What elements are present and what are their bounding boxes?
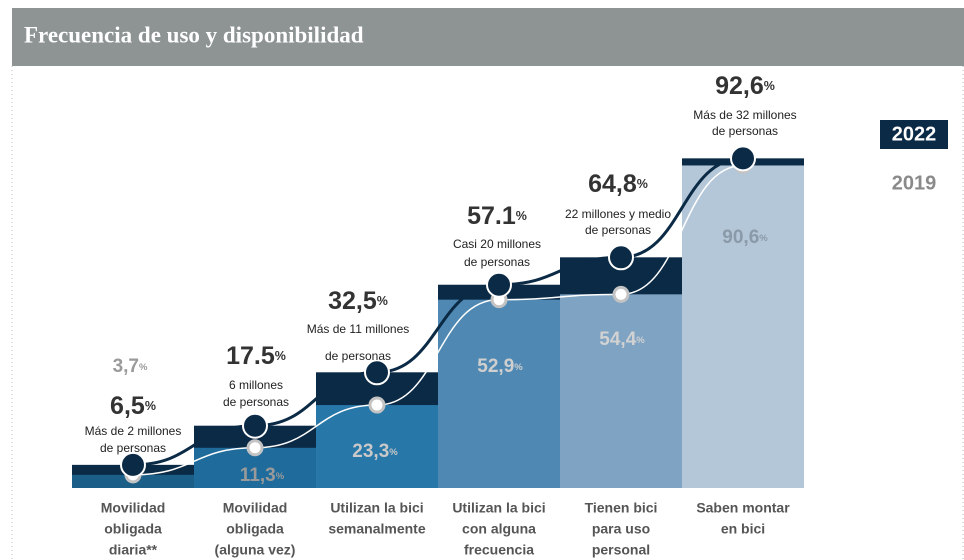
value-number: 57.1 — [467, 202, 516, 230]
annotation: de personas — [223, 395, 289, 409]
category-label: Utilizan la bici — [330, 500, 423, 516]
value-unit: % — [516, 209, 527, 223]
category-label: para uso — [592, 521, 650, 537]
value-number: 52,9 — [477, 356, 514, 377]
dot-2022 — [608, 244, 634, 271]
value-number: 64,8 — [588, 170, 637, 198]
annotation: de personas — [585, 223, 651, 237]
annotation: Más de 32 millones — [693, 108, 796, 122]
value-unit: % — [637, 177, 648, 191]
category-label: Movilidad — [223, 500, 288, 516]
category-label: (alguna vez) — [215, 542, 296, 558]
value-label: 92,6% — [715, 72, 775, 100]
value-label: 17.5% — [226, 342, 286, 370]
value-number: 32,5 — [328, 287, 377, 315]
annotation: de personas — [712, 124, 778, 138]
annotation: Más de 11 millones — [307, 322, 410, 336]
dot-2019 — [612, 285, 630, 303]
category-label: obligada — [226, 521, 284, 537]
value-label: 90,6% — [722, 227, 768, 248]
legend-label: 2022 — [892, 123, 937, 145]
bar-2019 — [316, 405, 438, 488]
bar-2019 — [438, 299, 560, 488]
annotation: Casi 20 millones — [453, 237, 541, 251]
value-unit: % — [377, 294, 388, 308]
dot-2022 — [364, 359, 390, 386]
chart-title: Frecuencia de uso y disponibilidad — [24, 22, 364, 47]
value-label: 23,3% — [352, 441, 398, 462]
value-unit: % — [389, 447, 398, 458]
dot-2022 — [730, 145, 756, 172]
value-label: 11,3% — [240, 465, 285, 486]
value-unit: % — [275, 349, 286, 363]
value-unit: % — [764, 79, 775, 93]
category-label: diaria** — [109, 542, 158, 558]
value-number: 92,6 — [715, 72, 764, 100]
value-label: 54,4% — [599, 329, 645, 350]
category-label: obligada — [104, 521, 162, 537]
category-label: semanalmente — [328, 521, 425, 537]
header-bar — [12, 8, 964, 66]
value-unit: % — [139, 362, 148, 373]
value-unit: % — [514, 362, 523, 373]
value-number: 54,4 — [599, 329, 636, 350]
value-label: 57.1% — [467, 202, 527, 230]
legend-box-2022 — [880, 120, 948, 149]
category-label: en bici — [721, 521, 765, 537]
annotation: de personas — [464, 255, 530, 269]
annotation: 6 millones — [229, 378, 283, 392]
annotation: 22 millones y medio — [565, 207, 671, 221]
category-label: Tienen bici — [585, 500, 658, 516]
value-label: 3,7% — [113, 356, 148, 377]
value-label: 52,9% — [477, 356, 523, 377]
value-label: 64,8% — [588, 170, 648, 198]
value-number: 6,5 — [110, 392, 145, 420]
value-number: 17.5 — [226, 342, 275, 370]
value-label: 32,5% — [328, 287, 388, 315]
dot-2019 — [246, 439, 264, 457]
bar-2019 — [682, 165, 804, 489]
value-unit: % — [636, 335, 645, 346]
value-unit: % — [145, 399, 156, 413]
dot-2019 — [368, 396, 386, 414]
dot-2022 — [486, 271, 512, 298]
dot-2022 — [242, 412, 268, 439]
category-label: Movilidad — [101, 500, 166, 516]
value-number: 11,3 — [240, 465, 276, 486]
dot-2022 — [120, 451, 146, 478]
value-number: 23,3 — [352, 441, 389, 462]
bar-2019 — [560, 294, 682, 488]
value-number: 3,7 — [113, 356, 139, 377]
category-label: frecuencia — [464, 542, 534, 558]
legend-label: 2019 — [892, 172, 937, 194]
line-2019 — [132, 164, 744, 476]
category-label: personal — [592, 542, 650, 558]
category-label: con alguna — [462, 521, 536, 537]
annotation: Más de 2 millones — [85, 424, 182, 438]
value-unit: % — [276, 471, 285, 482]
annotation: de personas — [100, 441, 166, 455]
category-label: Saben montar — [696, 500, 790, 516]
value-label: 6,5% — [110, 392, 156, 420]
value-unit: % — [759, 233, 768, 244]
value-number: 90,6 — [722, 227, 759, 248]
annotation: de personas — [325, 349, 391, 363]
category-label: Utilizan la bici — [452, 500, 545, 516]
